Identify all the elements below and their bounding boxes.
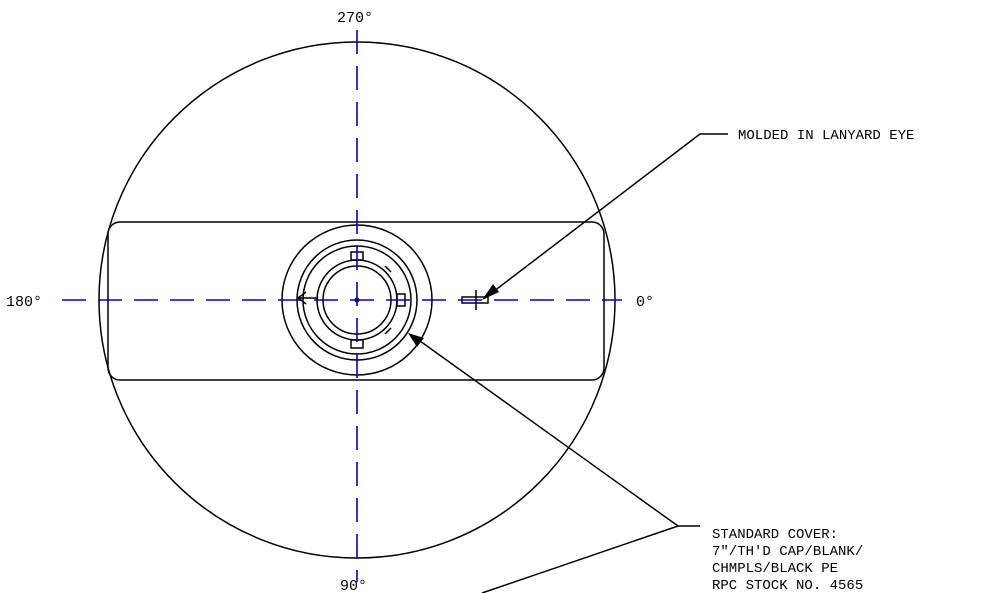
cover-leader-arrow (408, 333, 424, 347)
cover-tab-left (296, 291, 318, 305)
cover-callout-line-2: 7"/TH'D CAP/BLANK/ (712, 544, 863, 560)
cover-leader-line-a (412, 335, 700, 527)
angle-label-90: 90° (340, 578, 367, 593)
angle-label-270: 270° (337, 10, 373, 27)
cover-leader (408, 333, 700, 593)
angle-label-180: 180° (6, 294, 42, 311)
tank-band (107, 221, 605, 381)
lanyard-callout-text: MOLDED IN LANYARD EYE (738, 128, 914, 144)
cap-lug-br (384, 327, 392, 335)
cover-callout-line-1: STANDARD COVER: (712, 527, 838, 543)
cover-callout-line-3: CHMPLS/BLACK PE (712, 561, 838, 577)
cover-leader-line-b (481, 525, 679, 593)
cap-lug-tr (384, 265, 392, 273)
lanyard-leader (482, 133, 728, 300)
lanyard-leader-line (484, 133, 728, 299)
lanyard-leader-arrow (482, 284, 499, 300)
cover-callout-line-4: RPC STOCK NO. 4565 (712, 578, 863, 593)
angle-label-0: 0° (636, 294, 654, 311)
